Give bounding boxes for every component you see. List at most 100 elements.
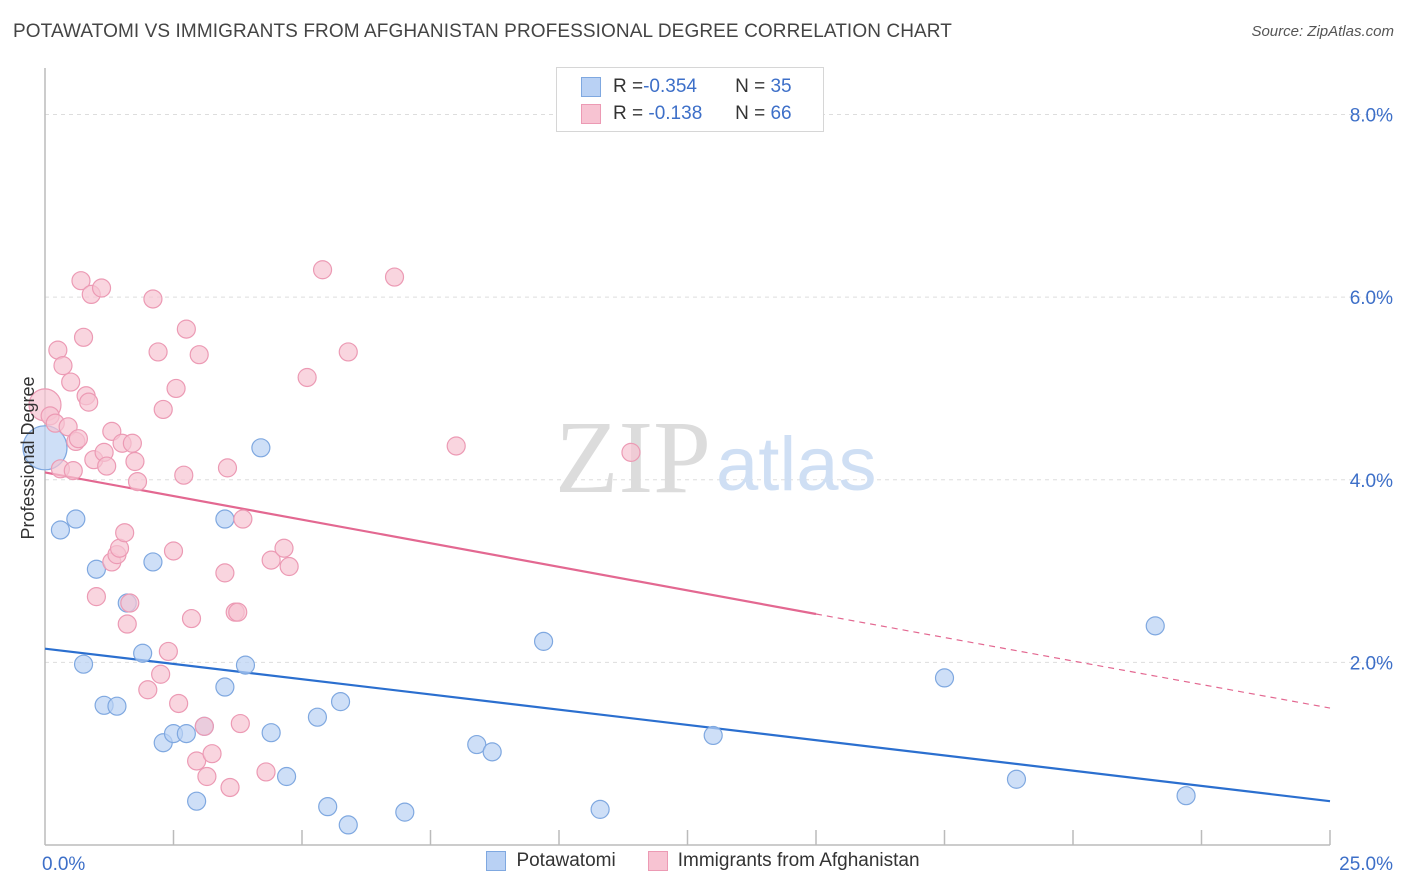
point-potawatomi [590, 799, 610, 819]
legend-label-potawatomi: Potawatomi [516, 850, 616, 871]
point-afghanistan [79, 392, 99, 412]
point-afghanistan [215, 563, 235, 583]
point-afghanistan [181, 608, 202, 629]
legend-n-label: N = [735, 76, 771, 97]
point-potawatomi [143, 552, 163, 572]
y-axis-label: Professional Degree [18, 376, 38, 539]
point-potawatomi [215, 677, 235, 697]
point-potawatomi [187, 791, 207, 811]
point-afghanistan [169, 693, 189, 714]
trend-lines [44, 471, 1331, 803]
point-afghanistan [71, 271, 91, 291]
source-label: Source: ZipAtlas.com [1251, 23, 1394, 40]
point-afghanistan [261, 550, 281, 570]
point-potawatomi [73, 654, 94, 674]
point-afghanistan [166, 378, 186, 399]
series-legend: Potawatomi Immigrants from Afghanistan [0, 850, 1406, 872]
point-potawatomi [66, 509, 86, 529]
legend-item-potawatomi[interactable]: Potawatomi [486, 850, 616, 872]
point-afghanistan [197, 766, 217, 787]
legend-r-label: R = [613, 103, 644, 124]
point-afghanistan [202, 744, 222, 764]
point-afghanistan [53, 356, 73, 376]
point-potawatomi [215, 509, 235, 529]
trend-line-afghanistan [44, 471, 817, 616]
point-afghanistan [138, 680, 158, 700]
point-potawatomi [395, 802, 415, 822]
point-afghanistan [163, 541, 184, 561]
point-potawatomi [533, 631, 554, 651]
point-afghanistan [312, 260, 333, 280]
legend-swatch-pink [647, 851, 668, 871]
point-potawatomi [235, 655, 256, 675]
point-potawatomi [22, 425, 68, 471]
legend-row-afghanistan: R = -0.138 N = 66 [581, 101, 792, 127]
y-tick-label: 2.0% [1350, 653, 1393, 674]
y-tick-label: 8.0% [1350, 106, 1393, 127]
point-afghanistan [256, 762, 276, 782]
point-potawatomi [318, 797, 338, 817]
point-potawatomi [261, 723, 281, 743]
point-afghanistan [148, 342, 168, 362]
legend-item-afghanistan[interactable]: Immigrants from Afghanistan [647, 850, 920, 872]
x-tick-label: 25.0% [1339, 854, 1393, 875]
point-afghanistan [158, 641, 178, 662]
point-afghanistan [187, 751, 207, 771]
point-potawatomi [251, 438, 271, 458]
point-afghanistan [127, 471, 148, 492]
point-potawatomi [50, 520, 71, 540]
point-afghanistan [125, 451, 145, 472]
point-potawatomi [467, 734, 487, 755]
legend-row-potawatomi: R = -0.354 N = 35 [581, 74, 792, 100]
legend-n-value: 35 [770, 76, 792, 97]
point-potawatomi [934, 668, 955, 688]
point-afghanistan [189, 345, 209, 365]
point-afghanistan [230, 713, 250, 734]
point-potawatomi [1176, 786, 1196, 806]
point-potawatomi [307, 707, 328, 727]
gridlines [45, 114, 1390, 663]
point-potawatomi [1145, 616, 1165, 636]
x-tick-label: 0.0% [42, 854, 85, 875]
point-afghanistan [194, 716, 214, 736]
point-afghanistan [143, 289, 163, 309]
legend-n-label: N = [735, 103, 771, 124]
y-tick-label: 4.0% [1350, 471, 1393, 492]
point-potawatomi [176, 724, 196, 744]
point-afghanistan [120, 593, 140, 613]
point-potawatomi [107, 696, 127, 716]
point-afghanistan [338, 342, 358, 362]
point-afghanistan [122, 433, 142, 453]
point-potawatomi [482, 742, 502, 762]
point-afghanistan [153, 399, 173, 420]
point-afghanistan [151, 664, 171, 684]
trend-line-potawatomi [44, 647, 1331, 803]
point-afghanistan [97, 456, 117, 476]
point-potawatomi [338, 815, 358, 835]
chart-title: POTAWATOMI VS IMMIGRANTS FROM AFGHANISTA… [13, 21, 952, 42]
point-afghanistan [68, 429, 89, 449]
point-afghanistan [117, 614, 137, 634]
point-afghanistan [621, 442, 641, 462]
point-potawatomi [133, 643, 153, 663]
point-afghanistan [217, 458, 238, 478]
point-afghanistan [63, 461, 83, 481]
point-afghanistan [73, 327, 94, 347]
point-afghanistan [446, 436, 466, 456]
y-tick-label: 6.0% [1350, 288, 1393, 309]
point-potawatomi [330, 692, 351, 712]
point-afghanistan [115, 523, 135, 543]
legend-swatch-blue [486, 851, 507, 871]
point-afghanistan [274, 538, 294, 558]
point-afghanistan [228, 602, 248, 622]
watermark-atlas: atlas [716, 422, 877, 507]
legend-swatch-pink [581, 104, 601, 124]
point-afghanistan [279, 556, 299, 577]
point-afghanistan [174, 465, 194, 485]
point-potawatomi [1006, 769, 1027, 789]
point-afghanistan [86, 587, 107, 607]
point-afghanistan [176, 319, 196, 339]
legend-r-value: -0.138 [643, 103, 703, 124]
stats-legend: R = -0.354 N = 35 R = -0.138 N = 66 [556, 67, 824, 132]
